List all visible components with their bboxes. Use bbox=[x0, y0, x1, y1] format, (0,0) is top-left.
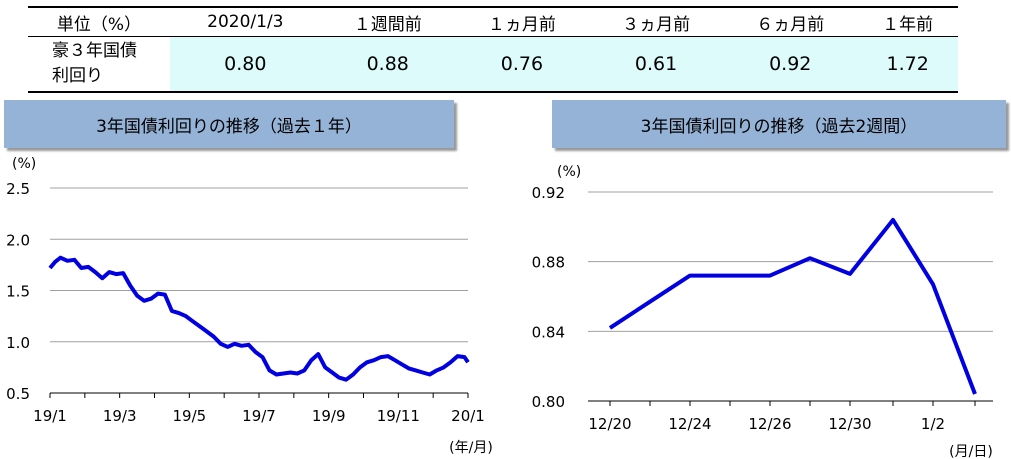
table-header-row: 単位（%） 2020/1/3 １週間前 １ヵ月前 ３ヵ月前 ６ヵ月前 １年前 bbox=[28, 6, 958, 37]
header-1year: １年前 bbox=[857, 6, 958, 37]
chart2-title: 3年国債利回りの推移（過去2週間） bbox=[552, 100, 1006, 148]
y-tick-label: 2.0 bbox=[6, 231, 30, 249]
y-tick-label: 0.84 bbox=[532, 323, 565, 341]
value-current: 0.80 bbox=[170, 36, 321, 93]
yield-summary-table: 単位（%） 2020/1/3 １週間前 １ヵ月前 ３ヵ月前 ６ヵ月前 １年前 豪… bbox=[28, 6, 958, 93]
x-tick-label: 12/24 bbox=[668, 415, 711, 433]
x-tick-label: 19/9 bbox=[312, 407, 346, 425]
y-tick-label: 0.92 bbox=[532, 184, 565, 202]
x-tick-label: 19/11 bbox=[377, 407, 420, 425]
chart-yearly-yield: 2.5 2.0 1.5 1.0 0.5 (%) (年/月) 19/1 19/3 19/5 19/7 1… bbox=[6, 156, 493, 456]
y-tick-label: 0.80 bbox=[532, 393, 565, 411]
x-tick-label: 19/1 bbox=[33, 407, 67, 425]
x-tick-label: 12/26 bbox=[748, 415, 791, 433]
y-tick-label: 2.5 bbox=[6, 180, 30, 198]
value-6month: 0.92 bbox=[723, 36, 858, 93]
value-1year: 1.72 bbox=[857, 36, 958, 93]
y-tick-label: 0.5 bbox=[6, 385, 30, 403]
row-label-line2: 利回り bbox=[52, 66, 103, 86]
x-tick-label: 20/1 bbox=[451, 407, 485, 425]
y-unit-label: (%) bbox=[557, 164, 581, 180]
x-tick-label: 1/2 bbox=[921, 415, 945, 433]
y-unit-label: (%) bbox=[12, 156, 36, 172]
y-tick-label: 1.0 bbox=[6, 334, 30, 352]
x-tick-label: 19/5 bbox=[172, 407, 206, 425]
row-label-line1: 豪３年国債 bbox=[52, 41, 137, 61]
header-1week: １週間前 bbox=[320, 6, 455, 37]
header-unit: 単位（%） bbox=[28, 6, 170, 37]
series-line bbox=[48, 255, 470, 382]
x-unit-label: (月/日) bbox=[949, 444, 993, 459]
chart1-title: 3年国債利回りの推移（過去１年） bbox=[4, 100, 454, 148]
header-1month: １ヵ月前 bbox=[454, 6, 589, 37]
x-tick-label: 12/20 bbox=[588, 415, 631, 433]
y-tick-label: 0.88 bbox=[532, 254, 565, 272]
chart-2week-yield: 0.92 0.88 0.84 0.80 (%) (月/日) 12/20 12/24 12/26 1… bbox=[532, 164, 993, 459]
value-1month: 0.76 bbox=[454, 36, 589, 93]
x-tick-label: 19/3 bbox=[103, 407, 137, 425]
header-3month: ３ヵ月前 bbox=[589, 6, 724, 37]
y-tick-label: 1.5 bbox=[6, 283, 30, 301]
x-tick-label: 12/30 bbox=[828, 415, 871, 433]
x-unit-label: (年/月) bbox=[449, 440, 493, 456]
x-tick-label: 19/7 bbox=[242, 407, 276, 425]
row-label: 豪３年国債 利回り bbox=[28, 36, 170, 93]
header-6month: ６ヵ月前 bbox=[723, 6, 858, 37]
value-1week: 0.88 bbox=[320, 36, 455, 93]
header-current: 2020/1/3 bbox=[170, 6, 321, 37]
value-3month: 0.61 bbox=[589, 36, 724, 93]
series-line bbox=[608, 217, 977, 395]
table-row: 豪３年国債 利回り 0.80 0.88 0.76 0.61 0.92 1.72 bbox=[28, 36, 958, 93]
